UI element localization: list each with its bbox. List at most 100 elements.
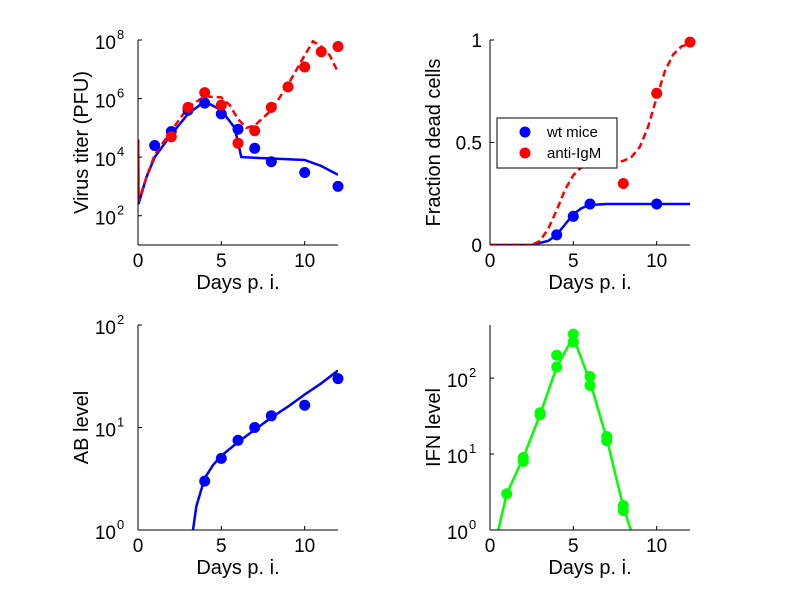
y-tick-label: 1	[471, 31, 482, 52]
series-line-0	[490, 202, 690, 245]
data-point-1-10	[332, 41, 344, 52]
data-point-0-5	[232, 123, 244, 135]
panel-fraction-dead-cells: 0 5 10 0 0.5 1 Days p. i. Fraction dead cells wt…	[423, 31, 696, 294]
data-point-0-0	[199, 475, 211, 487]
data-point-0-4	[215, 108, 227, 120]
x-tick-label: 0	[133, 251, 144, 272]
x-axis-label: Days p. i.	[548, 557, 631, 579]
y-tick-label-exp: 0	[117, 517, 124, 532]
data-point-1-0	[165, 131, 177, 143]
x-axis-label: Days p. i.	[196, 557, 279, 579]
y-tick-label-exp: 2	[117, 203, 124, 218]
y-axis-label: AB level	[71, 391, 93, 464]
data-point-1-1	[651, 87, 663, 99]
x-tick-label: 0	[485, 536, 496, 557]
data-point-0-12	[601, 431, 613, 442]
y-tick-label-exp: 1	[469, 441, 476, 456]
x-tick-label: 5	[568, 536, 579, 557]
x-tick-label: 0	[133, 536, 144, 557]
y-tick-label-exp: 6	[117, 86, 124, 101]
legend-marker	[519, 126, 531, 138]
legend-label: wt mice	[546, 124, 598, 141]
data-point-0-6	[249, 142, 261, 154]
data-point-1-6	[265, 101, 277, 113]
data-point-0-6	[551, 349, 563, 361]
y-tick-label-base: 10	[95, 33, 116, 54]
legend: wt mice anti-IgM	[496, 117, 618, 169]
y-tick-label-exp: 1	[117, 415, 124, 430]
x-axis-label: Days p. i.	[548, 272, 631, 294]
x-tick-label: 10	[294, 536, 315, 557]
data-point-0-0	[149, 140, 161, 151]
data-point-1-5	[249, 125, 261, 137]
data-point-0-6	[332, 373, 344, 385]
data-point-0-3	[199, 97, 211, 109]
data-point-1-2	[684, 36, 696, 48]
data-point-1-9	[315, 46, 327, 58]
data-point-0-8	[299, 167, 311, 178]
data-point-0-0	[551, 229, 563, 241]
y-axis-label: Fraction dead cells	[423, 59, 445, 227]
y-tick-label-base: 10	[447, 371, 468, 392]
legend-label: anti-IgM	[547, 145, 601, 162]
series-line-1	[490, 42, 690, 245]
data-point-0-2	[232, 434, 244, 446]
y-tick-label-base: 10	[447, 447, 468, 468]
data-point-1-8	[299, 61, 311, 73]
data-point-0-4	[534, 407, 546, 419]
data-point-0-10	[584, 371, 596, 382]
series-line-0	[497, 333, 633, 530]
y-tick-label-base: 10	[95, 92, 116, 113]
x-tick-label: 5	[568, 251, 579, 272]
x-axis-label: Days p. i.	[196, 272, 279, 294]
x-tick-label: 10	[294, 251, 315, 272]
data-point-1-3	[215, 99, 227, 111]
y-tick-label-base: 10	[95, 209, 116, 230]
data-point-1-0	[617, 178, 629, 189]
data-point-0-1	[567, 210, 579, 222]
y-axis-label: IFN level	[423, 388, 445, 467]
data-point-0-7	[265, 156, 277, 168]
data-point-0-3	[249, 422, 261, 433]
y-tick-label-base: 10	[95, 523, 116, 544]
y-tick-label-base: 10	[95, 150, 116, 171]
y-axis-label: Virus titer (PFU)	[71, 71, 93, 214]
data-point-1-2	[199, 87, 211, 99]
data-point-1-1	[182, 101, 194, 113]
x-tick-label: 5	[216, 536, 227, 557]
data-point-0-7	[567, 336, 579, 348]
y-tick-label-base: 10	[95, 421, 116, 442]
data-point-0-5	[299, 399, 311, 411]
y-tick-label-exp: 2	[469, 365, 476, 380]
data-point-1-7	[282, 81, 294, 93]
data-point-0-14	[617, 500, 629, 511]
legend-box	[496, 117, 618, 169]
legend-marker	[519, 147, 531, 159]
series-line-1	[138, 40, 338, 203]
data-point-0-8	[567, 328, 579, 340]
y-tick-label: 0.5	[456, 134, 482, 155]
y-tick-label-exp: 8	[117, 27, 124, 42]
y-tick-label-base: 10	[447, 523, 468, 544]
data-point-0-9	[584, 380, 596, 391]
data-point-0-5	[551, 361, 563, 373]
data-point-1-4	[232, 137, 244, 149]
y-tick-label-base: 10	[95, 318, 116, 339]
data-point-0-1	[215, 452, 227, 464]
data-point-0-4	[265, 410, 277, 422]
data-point-0-9	[332, 180, 344, 192]
series-line-0	[191, 369, 338, 530]
x-tick-label: 10	[646, 536, 667, 557]
data-point-0-0	[501, 488, 513, 500]
y-tick-label-exp: 4	[117, 144, 124, 159]
x-tick-label: 0	[485, 251, 496, 272]
y-tick-label: 0	[471, 236, 482, 257]
x-tick-label: 5	[216, 251, 227, 272]
data-point-0-2	[584, 198, 596, 210]
y-tick-label-exp: 2	[117, 312, 124, 327]
data-point-0-3	[651, 198, 663, 210]
